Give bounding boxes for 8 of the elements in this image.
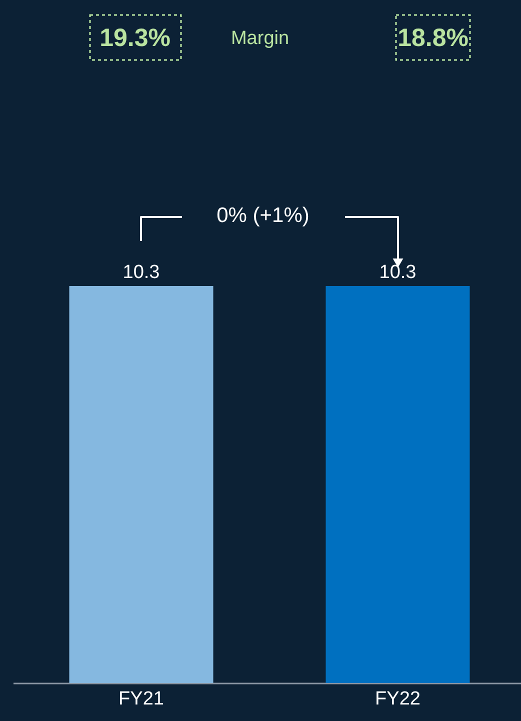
- data-label: 10.3: [379, 262, 416, 283]
- text: Margin: [230, 28, 290, 49]
- x-tick-label: FY22: [375, 688, 420, 710]
- text: 19.3%: [100, 24, 170, 52]
- text: 18.8%: [398, 24, 468, 52]
- text: 0% (+1%): [216, 204, 310, 227]
- data-label: 10.3: [122, 262, 160, 283]
- x-tick-label: FY21: [118, 688, 164, 710]
